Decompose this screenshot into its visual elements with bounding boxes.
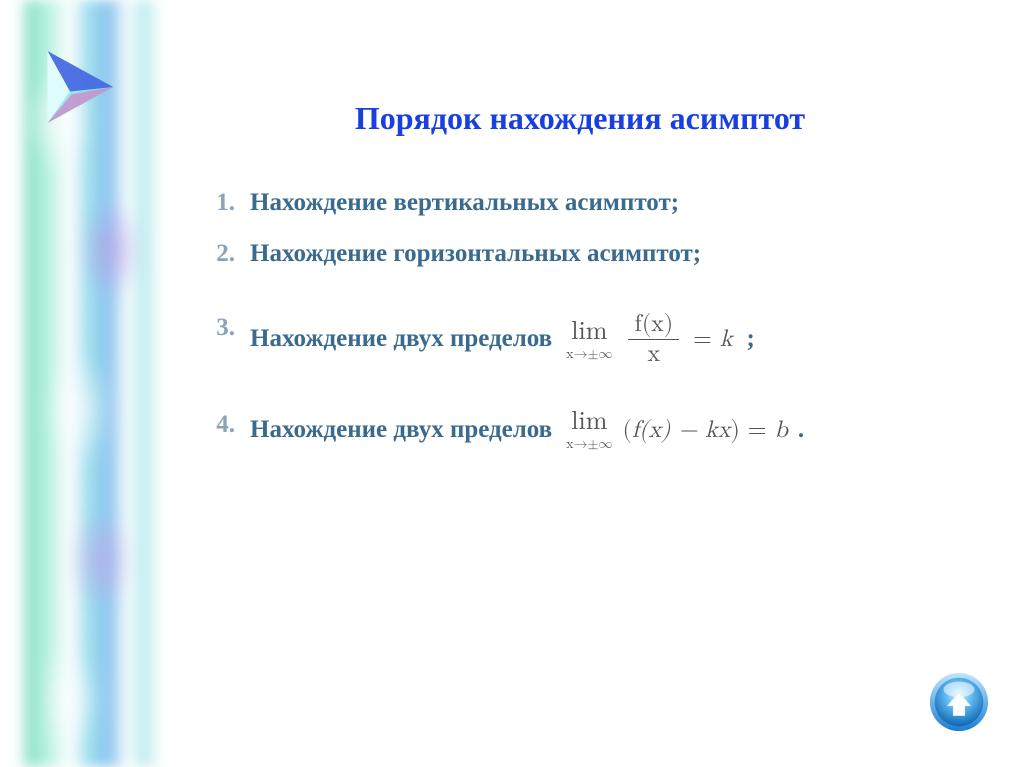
formula-b: lim x→±∞ ( f(x) − kx ) = b — [566, 409, 788, 451]
list-item: li:nth-child(2)::before{color:#8aa3b8} Н… — [190, 238, 970, 271]
lim-subscript: x→±∞ — [566, 437, 612, 451]
list-item-text: Нахождение горизонтальных асимптот; — [250, 240, 701, 267]
lim-subscript: x→±∞ — [566, 347, 612, 361]
slide-title: Порядок нахождения асимптот — [190, 100, 970, 137]
fraction-numerator: f(x) — [628, 312, 679, 339]
formula-inside: f(x) − kx — [632, 415, 731, 446]
ordered-list: li:nth-child(1)::before{color:#8aa3b8} Н… — [190, 187, 970, 451]
slide-content: Порядок нахождения асимптот li:nth-child… — [150, 0, 1010, 469]
arrow-up-icon — [928, 671, 990, 733]
equals-sign: = — [693, 324, 712, 355]
list-item-text: Нахождение двух пределов — [250, 323, 552, 356]
lim-text: lim — [571, 319, 607, 345]
nav-up-button[interactable] — [928, 671, 990, 733]
list-item-text: Нахождение вертикальных асимптот; — [250, 189, 679, 216]
fraction-denominator: x — [641, 340, 666, 367]
list-item: li:nth-child(3)::before{color:#8aa3b8} Н… — [190, 312, 970, 367]
trailing-punct: ; — [747, 323, 755, 356]
formula-rhs: k — [720, 324, 733, 355]
lim-text: lim — [571, 409, 607, 435]
equals-sign: = — [748, 415, 767, 446]
formula-k: lim x→±∞ f(x) x = k — [566, 312, 732, 367]
list-item: li:nth-child(4)::before{color:#8aa3b8} Н… — [190, 409, 970, 451]
paren-right: ) — [730, 415, 739, 446]
fraction: f(x) x — [628, 312, 679, 367]
list-item: li:nth-child(1)::before{color:#8aa3b8} Н… — [190, 187, 970, 220]
list-item-text: Нахождение двух пределов — [250, 414, 552, 447]
formula-rhs: b — [774, 415, 787, 446]
trailing-punct: . — [798, 414, 804, 447]
paren-left: ( — [622, 415, 631, 446]
slide-ornament-triangle — [34, 42, 124, 132]
